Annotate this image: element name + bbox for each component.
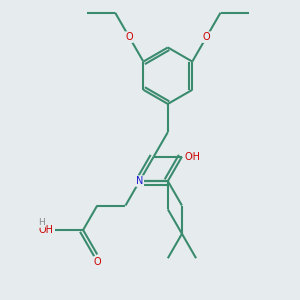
Text: OH: OH xyxy=(38,225,53,235)
Text: O: O xyxy=(202,32,210,42)
Text: O: O xyxy=(93,257,101,267)
Text: O: O xyxy=(184,152,192,162)
Text: OH: OH xyxy=(185,152,200,162)
Text: O: O xyxy=(125,32,133,42)
Text: H: H xyxy=(38,218,45,227)
Text: N: N xyxy=(136,176,143,186)
